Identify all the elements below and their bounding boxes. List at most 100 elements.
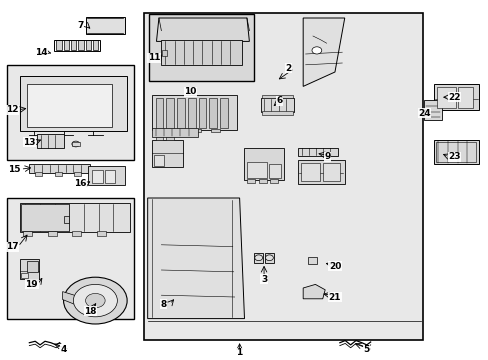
Bar (63, 40, 69, 50)
Text: 22: 22 (447, 93, 460, 102)
Circle shape (311, 47, 321, 54)
Text: 16: 16 (74, 179, 87, 188)
Circle shape (72, 141, 80, 147)
Text: 6: 6 (276, 96, 282, 105)
Bar (55, 172, 61, 176)
Text: 21: 21 (328, 292, 341, 302)
Bar (29, 164, 90, 173)
Polygon shape (156, 18, 249, 41)
Text: 4: 4 (60, 346, 67, 354)
Bar (220, 98, 227, 128)
Bar (85, 17, 124, 34)
Text: 2: 2 (285, 64, 291, 73)
Bar (88, 166, 124, 185)
Bar (85, 40, 91, 50)
Circle shape (265, 255, 273, 261)
Bar (97, 231, 105, 236)
Bar (54, 40, 100, 51)
Bar (20, 203, 129, 232)
Bar (72, 142, 80, 146)
Bar (20, 76, 127, 131)
Bar (166, 137, 174, 140)
Bar (298, 148, 338, 156)
Bar (155, 98, 163, 128)
Bar (155, 129, 164, 132)
Text: 5: 5 (363, 346, 369, 354)
Text: 7: 7 (77, 21, 84, 30)
Bar (7, 65, 134, 160)
Bar (71, 40, 76, 50)
Bar (301, 163, 319, 181)
Bar (198, 98, 206, 128)
Text: 17: 17 (6, 242, 19, 251)
Bar (433, 84, 478, 110)
Polygon shape (147, 198, 244, 319)
Text: 9: 9 (324, 152, 330, 161)
Circle shape (73, 284, 117, 317)
Bar (27, 84, 112, 127)
Polygon shape (303, 18, 344, 86)
Bar (261, 95, 293, 98)
Text: 14: 14 (35, 48, 48, 57)
Bar (298, 160, 344, 184)
Bar (20, 259, 39, 279)
Text: 13: 13 (23, 138, 36, 147)
Bar (20, 204, 69, 231)
Bar (35, 172, 42, 176)
Bar (174, 129, 183, 132)
Bar (149, 14, 254, 81)
Bar (56, 40, 61, 50)
Bar (92, 170, 102, 183)
Bar (155, 137, 163, 140)
Text: 20: 20 (328, 262, 341, 271)
Bar (63, 216, 69, 223)
Circle shape (254, 255, 262, 261)
Bar (78, 40, 83, 50)
Bar (270, 179, 278, 183)
Bar (246, 162, 266, 178)
Bar (211, 129, 220, 132)
Bar (457, 87, 472, 108)
Bar (433, 140, 478, 164)
Bar (322, 163, 339, 181)
Bar (187, 98, 195, 128)
Bar (424, 100, 441, 120)
Text: 10: 10 (184, 87, 197, 96)
Circle shape (63, 277, 127, 324)
Text: 1: 1 (236, 348, 242, 357)
Bar (37, 134, 63, 148)
Bar (435, 142, 475, 162)
Polygon shape (62, 292, 74, 304)
Bar (23, 231, 32, 236)
Bar (254, 253, 263, 263)
Circle shape (85, 293, 105, 308)
Bar (74, 172, 81, 176)
Bar (151, 140, 183, 167)
Bar (20, 273, 28, 278)
Bar (192, 129, 201, 132)
Bar (166, 98, 174, 128)
Bar (307, 257, 316, 264)
Bar (151, 95, 237, 130)
Text: 12: 12 (6, 105, 19, 114)
Text: 3: 3 (261, 274, 266, 284)
Bar (151, 128, 198, 137)
Bar (244, 148, 283, 180)
Bar (209, 98, 217, 128)
Bar (246, 179, 254, 183)
Bar (436, 87, 455, 108)
Bar (48, 231, 57, 236)
Bar (261, 111, 293, 115)
Bar (93, 40, 98, 50)
Bar (264, 253, 273, 263)
Bar (144, 13, 422, 340)
Text: 15: 15 (8, 165, 21, 174)
Bar (258, 179, 266, 183)
Text: 11: 11 (147, 53, 160, 62)
Bar (7, 198, 134, 319)
Text: 18: 18 (84, 307, 97, 316)
Text: 24: 24 (417, 109, 430, 118)
Text: 8: 8 (161, 300, 166, 309)
Bar (162, 50, 167, 56)
Bar (260, 98, 293, 112)
